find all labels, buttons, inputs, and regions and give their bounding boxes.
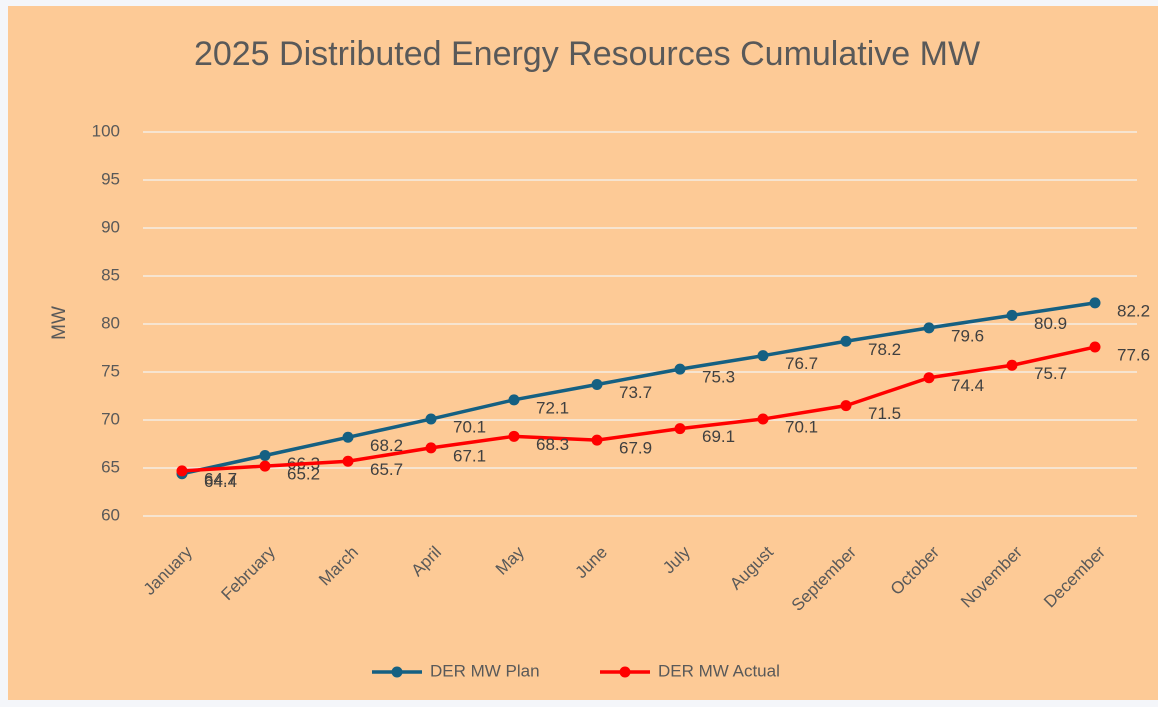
data-point (1089, 297, 1101, 309)
legend-label: DER MW Plan (430, 661, 540, 680)
data-point (342, 455, 354, 467)
data-label: 76.7 (785, 354, 818, 373)
data-label: 65.2 (287, 465, 320, 484)
y-tick-label: 100 (92, 121, 120, 140)
data-label: 80.9 (1034, 314, 1067, 333)
data-label: 79.6 (951, 326, 984, 345)
data-point (508, 430, 520, 442)
y-tick-label: 75 (101, 361, 120, 380)
data-label: 78.2 (868, 340, 901, 359)
data-label: 68.2 (370, 436, 403, 455)
data-point (923, 372, 935, 384)
data-point (591, 378, 603, 390)
series-line (181, 301, 1096, 476)
data-point (508, 394, 520, 406)
data-point (674, 423, 686, 435)
data-point (259, 450, 271, 462)
data-point (1006, 359, 1018, 371)
data-label: 74.4 (951, 376, 984, 395)
chart-title: 2025 Distributed Energy Resources Cumula… (194, 35, 980, 73)
data-point (176, 465, 188, 477)
chart-background (8, 6, 1158, 700)
data-point (591, 434, 603, 446)
y-tick-label: 65 (101, 457, 120, 476)
data-label: 68.3 (536, 435, 569, 454)
data-point (757, 350, 769, 362)
data-label: 67.1 (453, 446, 486, 465)
data-label: 65.7 (370, 460, 403, 479)
legend-marker (391, 666, 403, 678)
y-tick-label: 95 (101, 169, 120, 188)
data-label: 64.7 (204, 469, 237, 488)
data-label: 70.1 (785, 418, 818, 437)
data-point (840, 335, 852, 347)
data-point (1006, 309, 1018, 321)
y-tick-label: 85 (101, 265, 120, 284)
data-label: 71.5 (868, 404, 901, 423)
data-point (1089, 341, 1101, 353)
data-point (259, 460, 271, 472)
data-label: 73.7 (619, 383, 652, 402)
data-point (674, 363, 686, 375)
series-line (181, 345, 1096, 473)
y-tick-label: 80 (101, 313, 120, 332)
data-label: 77.6 (1117, 346, 1150, 365)
data-point (425, 442, 437, 454)
data-label: 82.2 (1117, 301, 1150, 320)
y-tick-label: 70 (101, 409, 120, 428)
data-point (342, 431, 354, 443)
data-label: 72.1 (536, 398, 569, 417)
data-label: 70.1 (453, 418, 486, 437)
data-point (757, 413, 769, 425)
data-label: 64.4 (204, 472, 237, 491)
data-label: 75.7 (1034, 364, 1067, 383)
data-label: 67.9 (619, 439, 652, 458)
legend-label: DER MW Actual (658, 661, 780, 680)
y-tick-label: 90 (101, 217, 120, 236)
data-label: 69.1 (702, 427, 735, 446)
data-point (923, 322, 935, 334)
data-point (840, 400, 852, 412)
data-label: 75.3 (702, 368, 735, 387)
y-tick-label: 60 (101, 505, 120, 524)
data-point (425, 413, 437, 425)
y-axis-label: MW (49, 306, 70, 340)
legend-marker (619, 666, 631, 678)
